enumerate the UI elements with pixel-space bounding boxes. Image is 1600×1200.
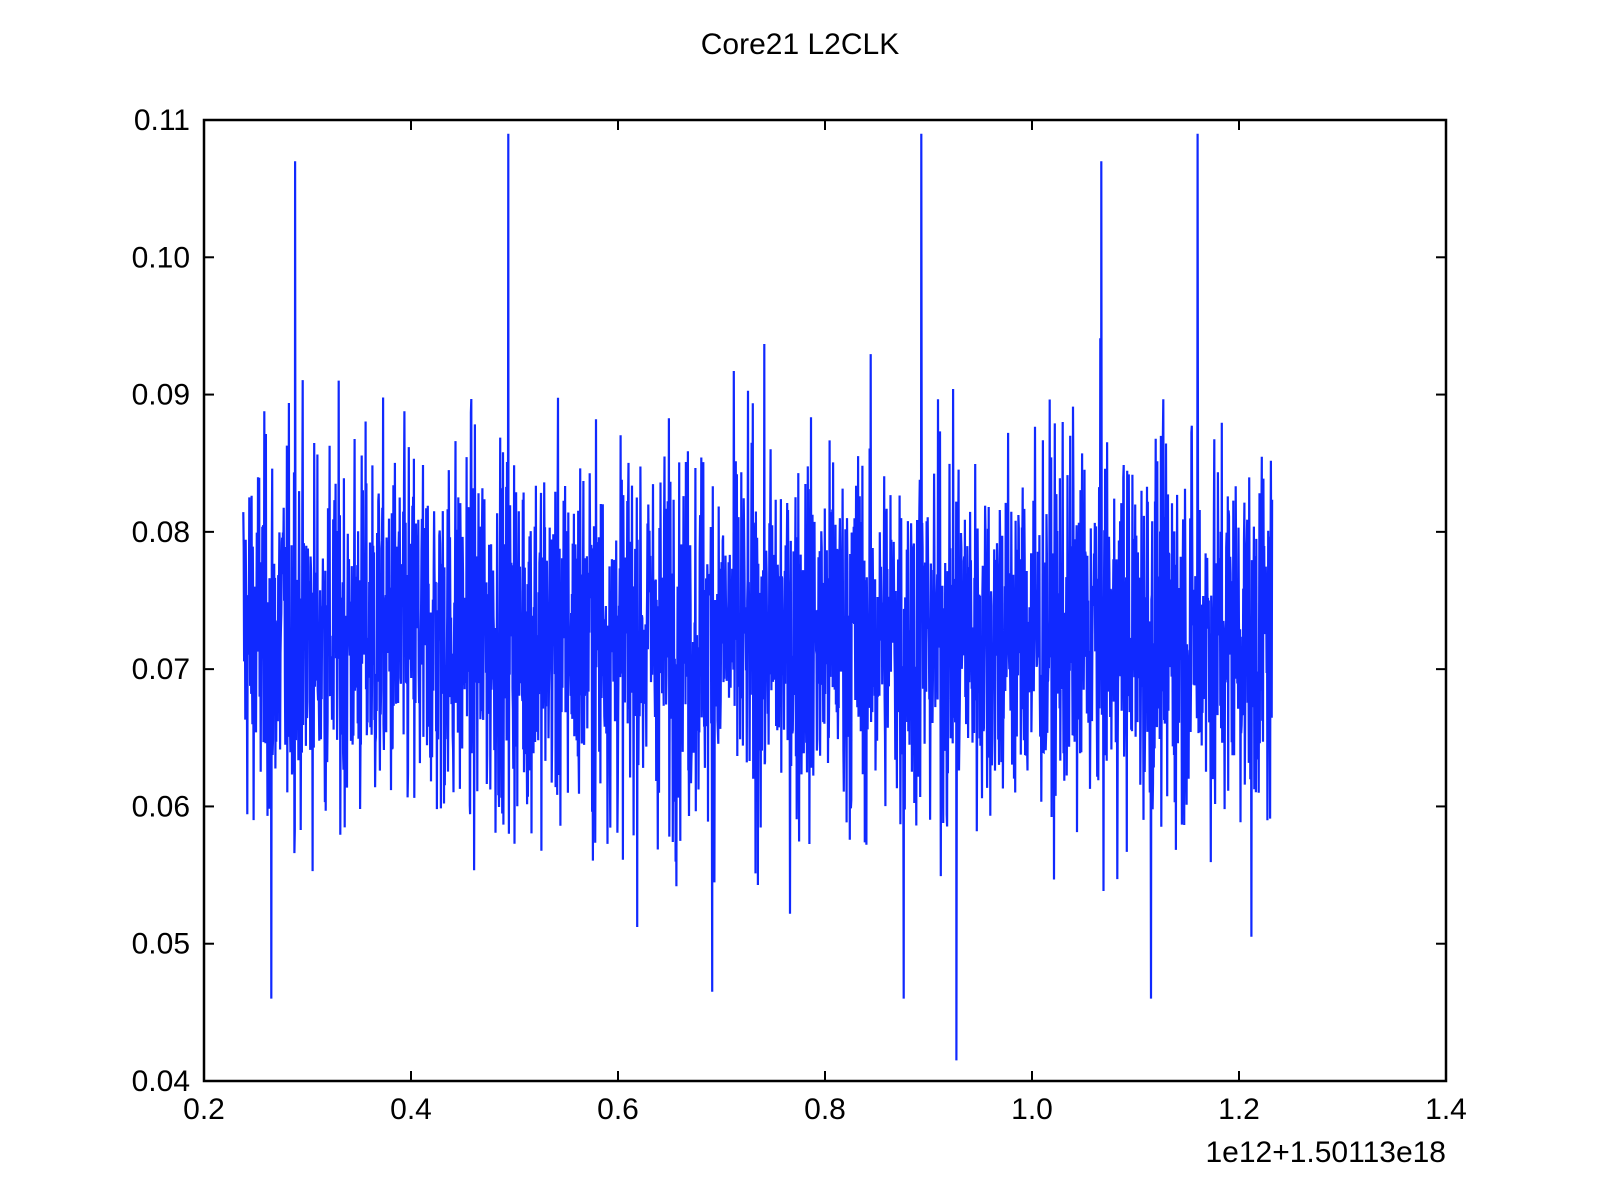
y-tick-label: 0.08 (132, 516, 190, 549)
x-axis-offset-label: 1e12+1.50113e18 (1205, 1136, 1446, 1169)
x-tick-label: 0.2 (183, 1093, 225, 1126)
x-axis-tick-labels: 0.2 0.4 0.6 0.8 1.0 1.2 1.4 (183, 1093, 1467, 1126)
y-tick-label: 0.09 (132, 379, 190, 412)
x-tick-label: 1.0 (1011, 1093, 1053, 1126)
y-tick-label: 0.04 (132, 1065, 190, 1098)
y-axis-tick-labels: 0.04 0.05 0.06 0.07 0.08 0.09 0.10 0.11 (132, 104, 190, 1098)
y-tick-label: 0.10 (132, 241, 190, 274)
series-line-path (242, 133, 1274, 1061)
y-tick-label: 0.05 (132, 928, 190, 961)
chart-title: Core21 L2CLK (701, 28, 899, 61)
x-tick-label: 0.6 (597, 1093, 639, 1126)
x-tick-label: 0.4 (390, 1093, 432, 1126)
x-tick-label: 0.8 (804, 1093, 846, 1126)
x-tick-label: 1.4 (1425, 1093, 1467, 1126)
x-tick-label: 1.2 (1218, 1093, 1260, 1126)
y-tick-label: 0.07 (132, 653, 190, 686)
series-line (242, 133, 1274, 1061)
y-tick-label: 0.11 (134, 104, 190, 137)
y-tick-label: 0.06 (132, 790, 190, 823)
axis-ticks (203, 119, 1447, 1082)
